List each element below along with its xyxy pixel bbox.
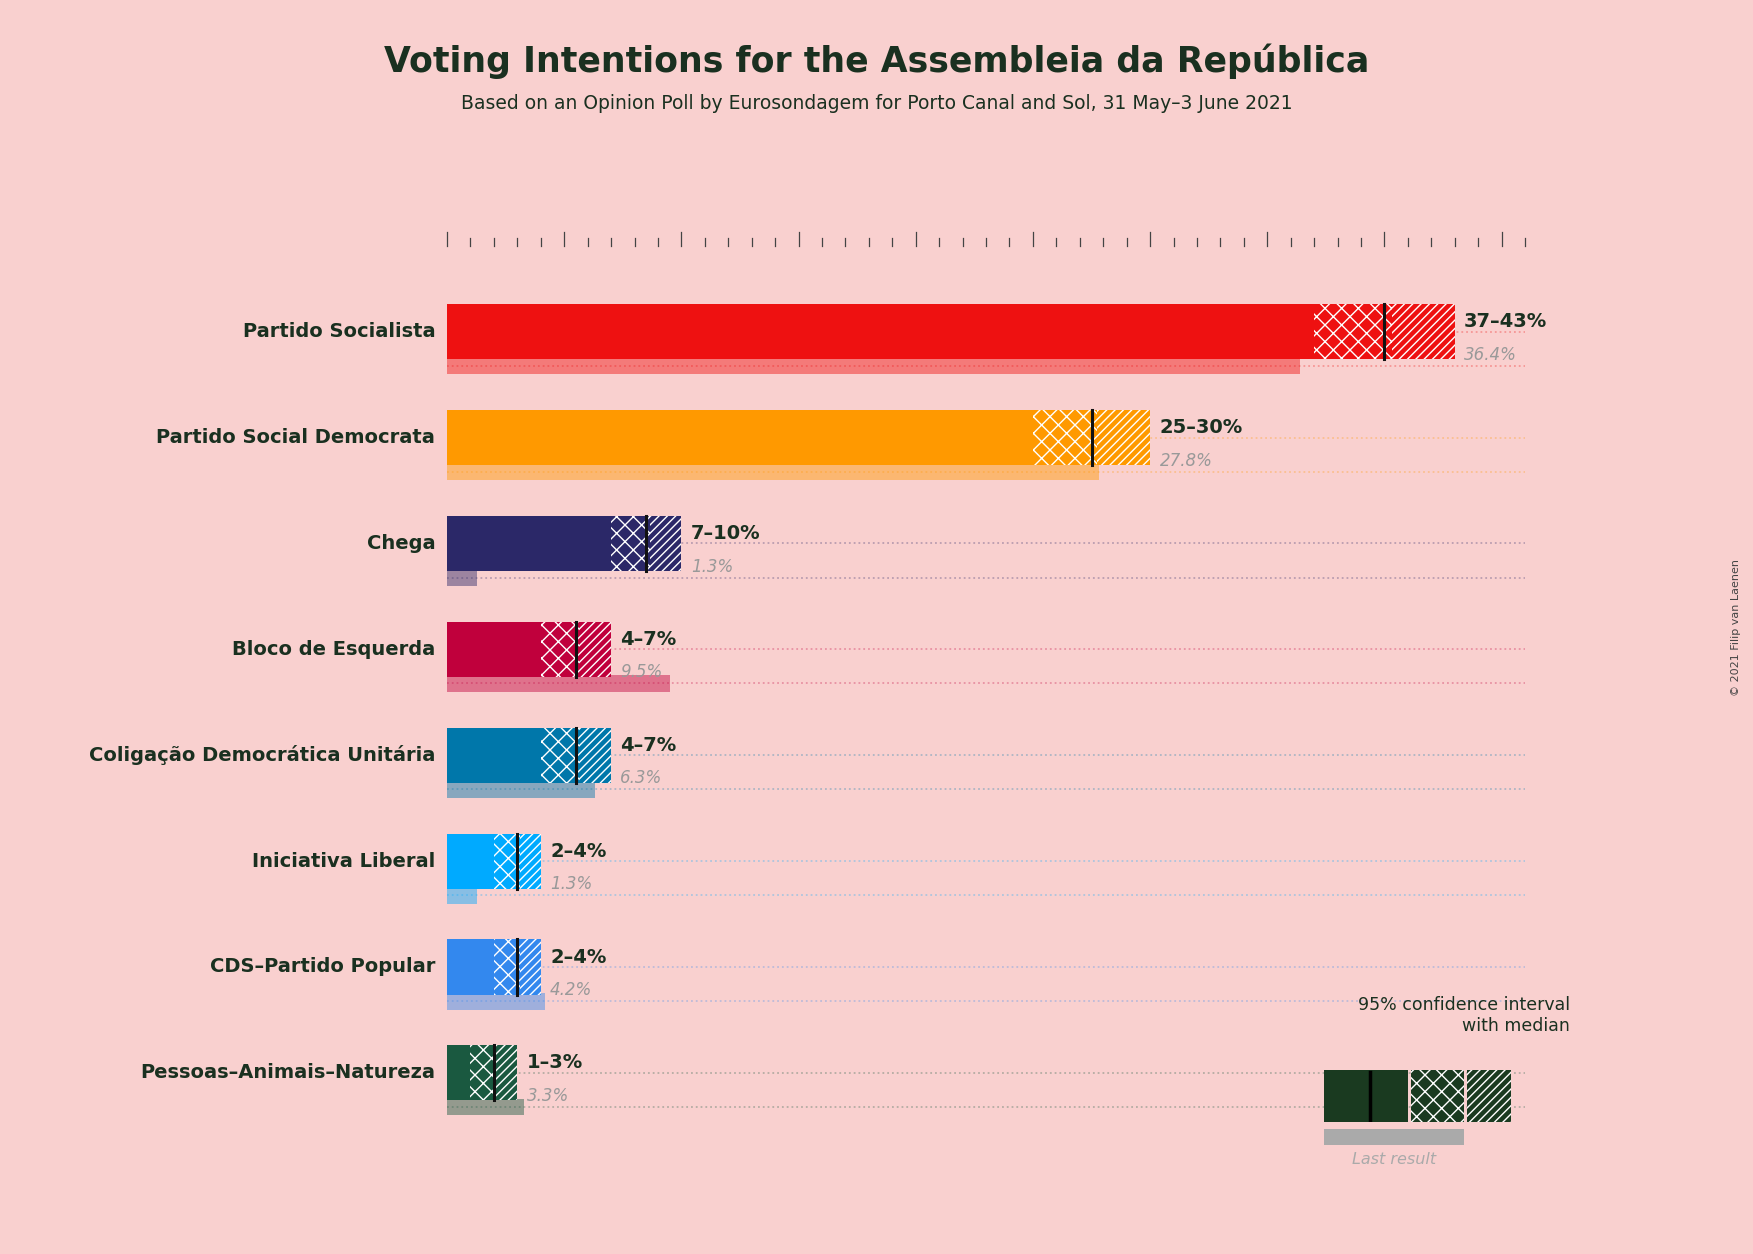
Text: 36.4%: 36.4% [1464,346,1516,364]
Bar [447,303,1455,359]
Bar [447,834,540,889]
Bar [447,887,477,904]
Bar [1392,303,1455,359]
Text: Partido Socialista: Partido Socialista [242,322,435,341]
Bar [496,1046,517,1101]
Bar [1097,410,1150,465]
Text: 4–7%: 4–7% [621,630,677,648]
Bar [1315,303,1455,359]
Text: Coligação Democrática Unitária: Coligação Democrática Unitária [89,745,435,765]
Bar [447,463,1099,480]
Bar [447,569,477,586]
Text: Based on an Opinion Poll by Eurosondagem for Porto Canal and Sol, 31 May–3 June : Based on an Opinion Poll by Eurosondagem… [461,94,1292,113]
Text: Last result: Last result [1352,1152,1436,1167]
Bar [580,622,612,677]
Bar [447,675,670,692]
Bar [519,834,540,889]
Text: 9.5%: 9.5% [621,663,663,681]
Text: CDS–Partido Popular: CDS–Partido Popular [210,958,435,977]
Bar [470,1046,517,1101]
Text: 25–30%: 25–30% [1159,418,1243,438]
Text: Partido Social Democrata: Partido Social Democrata [156,428,435,446]
Bar [612,515,682,571]
Text: 6.3%: 6.3% [621,769,663,788]
Bar [447,727,612,782]
Bar [447,410,1150,465]
Bar [1033,410,1150,465]
Text: Bloco de Esquerda: Bloco de Esquerda [231,640,435,658]
Bar [447,357,1301,374]
Text: 37–43%: 37–43% [1464,312,1548,331]
Bar [519,939,540,994]
Text: Voting Intentions for the Assembleia da República: Voting Intentions for the Assembleia da … [384,44,1369,79]
Text: 2–4%: 2–4% [550,841,607,860]
Text: Chega: Chega [366,534,435,553]
Text: 3.3%: 3.3% [526,1087,570,1105]
Text: 1.3%: 1.3% [550,875,593,893]
Text: 4–7%: 4–7% [621,736,677,755]
Bar [580,727,612,782]
Text: 1–3%: 1–3% [526,1053,584,1072]
Bar [447,781,594,798]
Bar [447,993,545,1009]
Bar [447,1099,524,1116]
Bar [447,939,540,994]
Bar [540,727,612,782]
Text: © 2021 Filip van Laenen: © 2021 Filip van Laenen [1730,558,1741,696]
Bar [447,622,612,677]
Text: Pessoas–Animais–Natureza: Pessoas–Animais–Natureza [140,1063,435,1082]
Bar [494,939,540,994]
Bar [447,1046,517,1101]
Text: 7–10%: 7–10% [691,524,761,543]
Bar [447,515,682,571]
Text: 1.3%: 1.3% [691,558,733,576]
Text: 4.2%: 4.2% [550,981,593,999]
Text: 2–4%: 2–4% [550,948,607,967]
Bar [494,834,540,889]
Text: Iniciativa Liberal: Iniciativa Liberal [252,851,435,870]
Text: 27.8%: 27.8% [1159,451,1213,470]
Bar [650,515,682,571]
Bar [540,622,612,677]
Text: 95% confidence interval
with median: 95% confidence interval with median [1357,996,1571,1035]
